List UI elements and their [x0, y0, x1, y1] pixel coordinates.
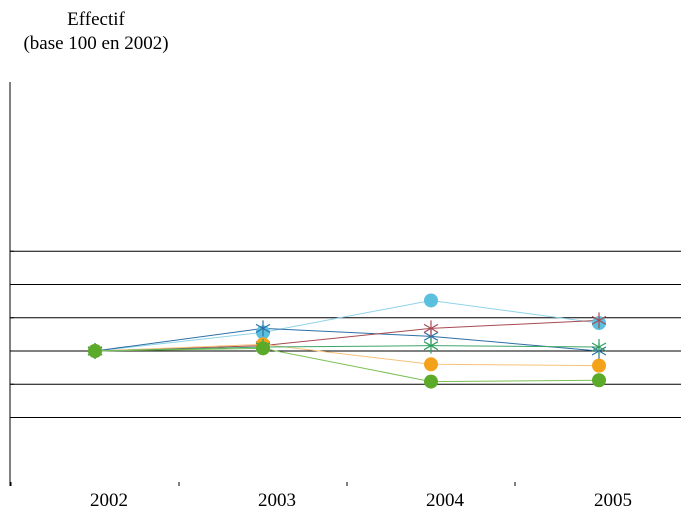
series-3-point: [592, 358, 606, 373]
series-line-3: [94, 343, 600, 367]
series-5-point: [256, 341, 270, 356]
y-axis-label-line-2: (base 100 en 2002): [23, 33, 169, 54]
series-2-point: [423, 320, 439, 337]
series-2-point: [591, 312, 607, 329]
series-line-2: [94, 319, 600, 352]
y-axis-label: Effectif (base 100 en 2002): [6, 8, 186, 56]
series-line-0: [94, 299, 600, 352]
series-5-point: [424, 374, 438, 389]
y-axis-label-line-1: Effectif: [67, 9, 125, 30]
series-3-point: [424, 357, 438, 372]
series-1-point: [255, 320, 271, 337]
series-line-4: [94, 345, 600, 352]
series-0-point: [424, 293, 438, 308]
x-tick-label: 2002: [90, 490, 128, 510]
series-line-1: [94, 327, 600, 352]
series-line-5: [94, 347, 600, 383]
series-4-point: [423, 337, 439, 354]
series-4-point: [591, 339, 607, 356]
series-5-point: [88, 344, 102, 358]
x-tick-label: 2003: [258, 490, 296, 510]
series-5-point: [592, 373, 606, 388]
x-tick-label: 2004: [426, 490, 465, 510]
x-tick-label: 2005: [594, 490, 632, 510]
